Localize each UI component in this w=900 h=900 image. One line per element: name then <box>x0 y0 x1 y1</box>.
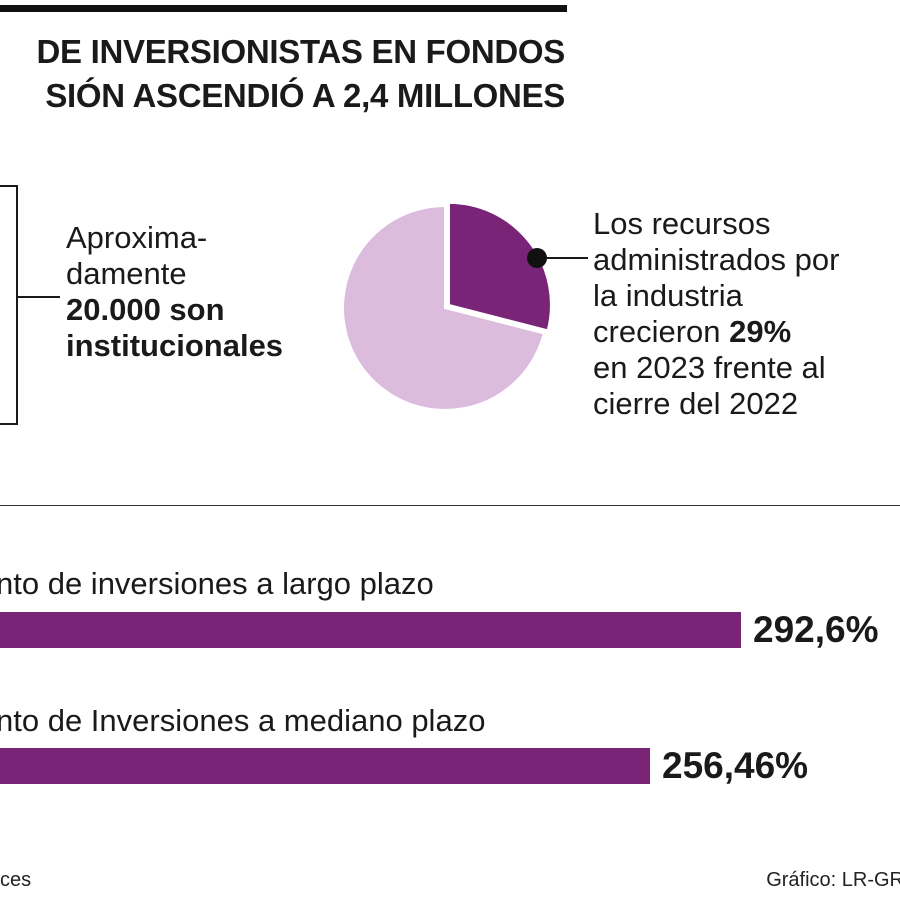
growth-line-6: cierre del 2022 <box>593 386 799 421</box>
pie-slice-1 <box>342 204 546 411</box>
note-line-2: damente <box>66 256 187 291</box>
bar-label-mediano-plazo: nto de Inversiones a mediano plazo <box>0 703 486 738</box>
section-divider <box>0 505 900 506</box>
note-bold-2: institucionales <box>66 328 284 363</box>
note-bold-1: 20.000 son <box>66 292 225 327</box>
note-line-1: Aproxima- <box>66 220 208 255</box>
bar-largo-plazo <box>0 612 741 648</box>
bar-label-largo-plazo: nto de inversiones a largo plazo <box>0 566 434 601</box>
source-note: ces <box>0 869 32 891</box>
bar-mediano-plazo <box>0 748 650 784</box>
title-line-2: SIÓN ASCENDIÓ A 2,4 MILLONES <box>45 77 565 114</box>
institutional-note: Aproxima- damente 20.000 son institucion… <box>66 220 356 364</box>
growth-percent: 29% <box>729 314 792 349</box>
growth-note: Los recursos administrados por la indust… <box>593 206 893 422</box>
pie-connector-dot <box>527 248 547 268</box>
left-connector-line <box>18 296 60 298</box>
growth-line-2: administrados por <box>593 242 840 277</box>
graphic-credit: Gráfico: LR-GR <box>766 869 900 891</box>
bar-value-mediano-plazo: 256,46% <box>662 745 809 786</box>
growth-line-5: en 2023 frente al <box>593 350 826 385</box>
chart-title: DE INVERSIONISTAS EN FONDOS SIÓN ASCENDI… <box>36 30 565 118</box>
pie-slice-0 <box>447 201 552 332</box>
top-rule <box>0 5 567 12</box>
title-line-1: DE INVERSIONISTAS EN FONDOS <box>36 33 565 70</box>
bar-value-largo-plazo: 292,6% <box>753 609 879 650</box>
growth-line-4: crecieron <box>593 314 730 349</box>
growth-line-1: Los recursos <box>593 206 771 241</box>
growth-line-3: la industria <box>593 278 743 313</box>
people-box <box>0 185 18 425</box>
